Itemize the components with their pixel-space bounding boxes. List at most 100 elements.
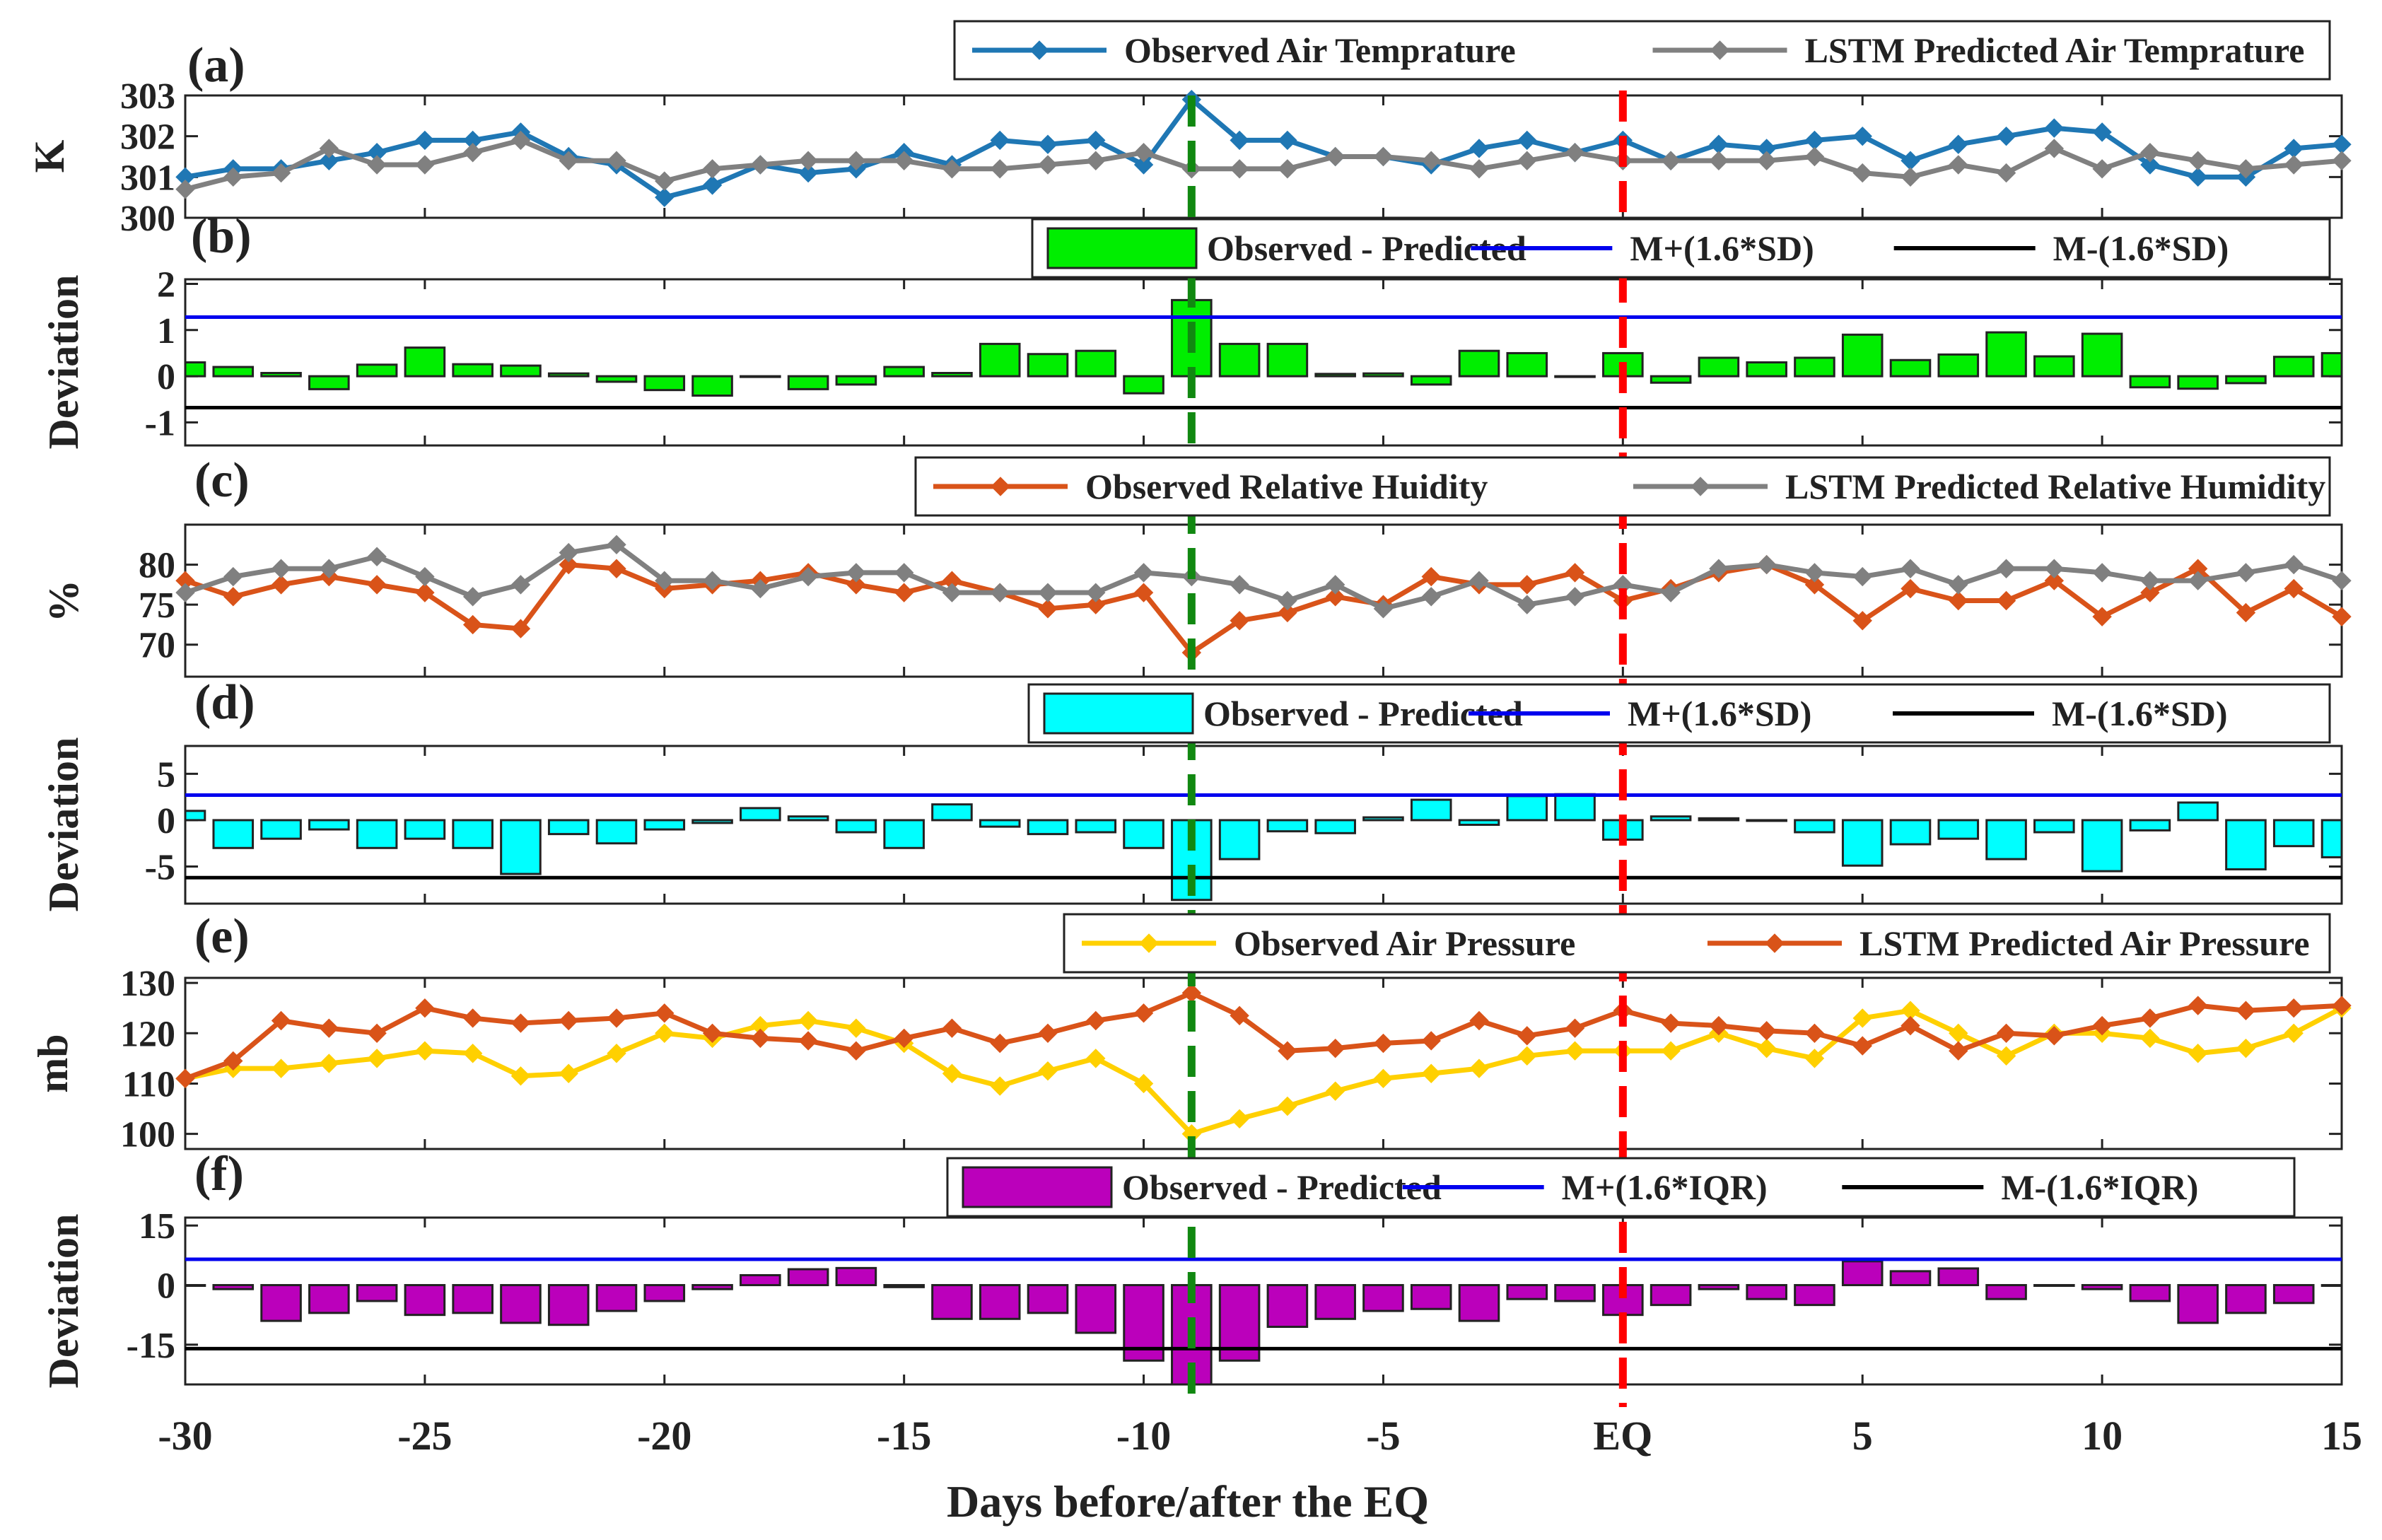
data-point bbox=[990, 159, 1010, 179]
data-point bbox=[798, 566, 818, 587]
legend-swatch-marker bbox=[1691, 477, 1710, 496]
data-point bbox=[1517, 1046, 1537, 1066]
data-point bbox=[2284, 554, 2304, 575]
bar bbox=[2081, 819, 2123, 873]
bar bbox=[356, 363, 398, 378]
data-point bbox=[702, 1023, 723, 1044]
data-point bbox=[750, 155, 771, 175]
data-point bbox=[1565, 143, 1585, 163]
legend-box bbox=[914, 456, 2331, 517]
data-point bbox=[846, 1041, 866, 1061]
data-point bbox=[2092, 1015, 2112, 1036]
bar bbox=[1889, 819, 1932, 846]
y-tick-label: 75 bbox=[139, 585, 175, 626]
bar bbox=[356, 1284, 398, 1302]
data-point bbox=[1373, 1068, 1394, 1089]
data-point bbox=[655, 1023, 675, 1044]
bar bbox=[1410, 375, 1452, 386]
data-point bbox=[1949, 155, 1968, 175]
bar bbox=[2272, 1284, 2315, 1305]
legend-entry: M-(1.6*SD) bbox=[2053, 228, 2229, 268]
plot-frame bbox=[184, 1216, 2343, 1386]
y-tick-label: 15 bbox=[139, 1206, 175, 1247]
data-point bbox=[1949, 134, 1968, 154]
data-point bbox=[510, 1013, 531, 1033]
bar bbox=[308, 1284, 350, 1314]
panel-label: (d) bbox=[194, 675, 255, 730]
data-point bbox=[1852, 1008, 1872, 1028]
legend-entry: Observed - Predicted bbox=[1122, 1167, 1442, 1207]
y-tick-label: 0 bbox=[157, 1266, 175, 1307]
x-tick-label: -15 bbox=[877, 1413, 931, 1459]
data-point bbox=[1421, 566, 1441, 587]
legend-box bbox=[1027, 683, 2331, 744]
data-point bbox=[1756, 554, 1777, 575]
data-point bbox=[655, 187, 675, 207]
data-point bbox=[2140, 571, 2160, 590]
data-point bbox=[1804, 146, 1825, 167]
bar bbox=[2320, 819, 2343, 858]
bar bbox=[356, 819, 398, 849]
data-point bbox=[798, 1031, 818, 1051]
data-point bbox=[702, 571, 723, 590]
bar bbox=[1794, 356, 1835, 378]
bar bbox=[500, 1284, 542, 1324]
data-point bbox=[942, 583, 962, 602]
data-point bbox=[942, 159, 962, 179]
data-point bbox=[990, 1033, 1010, 1054]
data-point bbox=[1469, 1010, 1489, 1031]
data-point bbox=[990, 583, 1010, 602]
legend-box bbox=[946, 1157, 2296, 1218]
x-tick-label: 15 bbox=[2321, 1413, 2362, 1459]
bar bbox=[452, 819, 494, 849]
y-axis-label: Deviation bbox=[40, 275, 87, 450]
data-point bbox=[415, 998, 435, 1018]
y-axis-label: mb bbox=[30, 1034, 76, 1092]
bar bbox=[691, 375, 733, 397]
bar bbox=[452, 1284, 494, 1314]
bar bbox=[2129, 375, 2171, 389]
bar bbox=[740, 375, 781, 378]
x-tick-label: -30 bbox=[158, 1413, 212, 1459]
bar bbox=[1075, 819, 1117, 834]
bar bbox=[883, 819, 925, 849]
data-point bbox=[607, 1044, 626, 1063]
y-tick-label: 1 bbox=[157, 311, 175, 351]
data-point bbox=[2140, 143, 2160, 163]
bar bbox=[2225, 819, 2267, 870]
data-point bbox=[2236, 159, 2256, 179]
bar bbox=[1266, 1284, 1309, 1329]
data-point bbox=[1996, 1046, 2016, 1066]
bar bbox=[1746, 361, 1787, 378]
data-point bbox=[2188, 151, 2208, 170]
data-point bbox=[271, 1010, 291, 1031]
y-tick-label: -15 bbox=[127, 1326, 175, 1366]
bar bbox=[2177, 375, 2219, 390]
data-point bbox=[1852, 163, 1872, 183]
legend-f: Observed - Predicted M+(1.6*IQR) M-(1.6*IQ… bbox=[946, 1157, 2296, 1218]
bar bbox=[835, 375, 877, 386]
bar bbox=[500, 819, 542, 875]
bar bbox=[787, 815, 829, 822]
bar bbox=[595, 375, 638, 383]
bar bbox=[1458, 819, 1500, 826]
data-point bbox=[1373, 599, 1394, 619]
bar bbox=[308, 819, 350, 831]
legend-entry: M-(1.6*SD) bbox=[2052, 694, 2228, 733]
data-point bbox=[990, 130, 1010, 151]
bar bbox=[1027, 819, 1069, 836]
data-point bbox=[1804, 1023, 1825, 1044]
data-point bbox=[1517, 595, 1537, 614]
legend-swatch-marker bbox=[991, 477, 1010, 496]
data-point bbox=[2332, 607, 2352, 626]
bar bbox=[1506, 351, 1548, 378]
bar bbox=[184, 361, 206, 378]
data-point bbox=[271, 1058, 291, 1078]
data-point bbox=[223, 566, 243, 587]
data-point bbox=[750, 1028, 771, 1049]
data-point bbox=[1278, 130, 1297, 151]
legend-c: Observed Relative Huidity LSTM Predicted … bbox=[914, 456, 2331, 517]
data-point bbox=[2284, 1023, 2304, 1044]
data-point bbox=[1038, 155, 1058, 175]
bar bbox=[2272, 819, 2315, 848]
